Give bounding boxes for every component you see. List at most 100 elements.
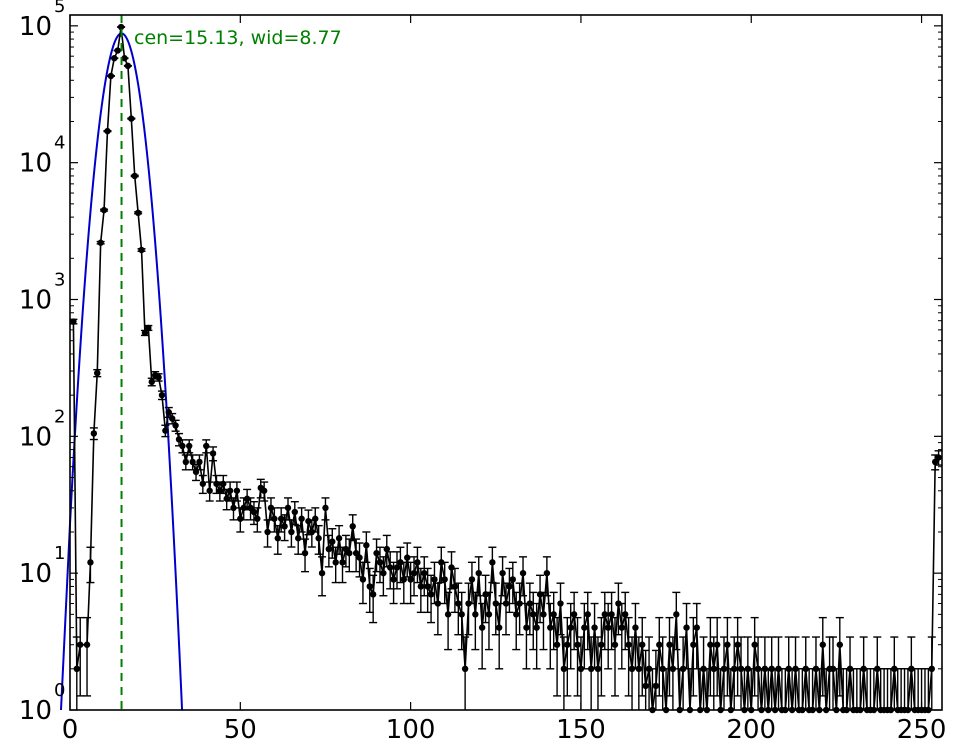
data-point: [836, 641, 844, 648]
data-point: [97, 239, 104, 246]
data-point: [550, 611, 557, 618]
data-point: [792, 665, 799, 673]
data-point: [216, 487, 224, 494]
data-point: [751, 641, 758, 648]
data-point: [349, 523, 356, 530]
data-point: [352, 549, 360, 557]
error-bar: [563, 616, 572, 697]
data-point: [233, 487, 241, 494]
data-point: [553, 641, 561, 648]
data-point: [860, 665, 867, 673]
data-point: [475, 569, 482, 577]
data-point: [775, 665, 782, 673]
data-point: [124, 62, 132, 70]
data-point: [451, 583, 459, 590]
data-point: [189, 458, 196, 466]
data-point: [213, 480, 220, 487]
error-bar: [604, 602, 613, 670]
data-point: [540, 611, 547, 618]
data-point: [455, 600, 462, 607]
data-point: [560, 665, 568, 673]
data-point: [731, 665, 738, 673]
data-point: [492, 600, 499, 607]
error-bar: [389, 561, 398, 605]
data-point: [427, 591, 435, 598]
fit-annotation: cen=15.13, wid=8.77: [134, 27, 342, 49]
data-point: [461, 665, 469, 673]
data-point: [138, 246, 145, 254]
data-point: [846, 665, 854, 673]
data-point: [421, 569, 428, 577]
data-point: [141, 329, 149, 337]
data-point: [628, 665, 636, 673]
error-bar: [559, 636, 568, 710]
y-tick-label: 10: [19, 12, 52, 42]
data-point: [615, 600, 622, 607]
data-point: [679, 665, 687, 673]
data-point: [393, 564, 401, 571]
data-point: [134, 209, 142, 217]
data-point: [288, 528, 295, 536]
y-tick-label: 10: [19, 286, 52, 316]
data-point: [584, 611, 591, 618]
data-point: [104, 127, 111, 135]
data-point: [489, 559, 496, 566]
data-point: [329, 538, 336, 545]
data-point: [928, 665, 935, 673]
data-point: [720, 665, 728, 673]
gaussian-fit-curve: [60, 32, 184, 711]
data-point: [186, 442, 193, 450]
data-point: [635, 665, 643, 673]
data-point: [226, 487, 234, 494]
data-point: [315, 535, 322, 542]
data-point: [281, 523, 288, 530]
data-point: [424, 583, 431, 590]
data-point: [70, 318, 77, 325]
data-point: [148, 378, 155, 386]
data-point: [168, 415, 176, 422]
data-point: [669, 665, 677, 673]
x-tick-label: 0: [62, 715, 79, 745]
data-point: [785, 665, 792, 673]
data-point: [230, 504, 237, 512]
data-point: [209, 450, 217, 457]
data-point: [611, 641, 619, 648]
data-point: [366, 583, 373, 590]
data-point: [465, 600, 472, 607]
data-point: [271, 515, 278, 522]
data-point: [495, 624, 503, 631]
data-point: [179, 442, 186, 450]
data-point: [519, 569, 527, 577]
data-point: [182, 458, 190, 466]
y-tick-label: 10: [19, 422, 52, 452]
data-point: [223, 495, 230, 502]
data-point: [220, 480, 227, 487]
data-point: [564, 641, 571, 648]
data-point: [734, 641, 741, 648]
data-point: [707, 641, 714, 648]
data-point: [673, 611, 680, 618]
data-point: [243, 495, 251, 502]
data-point: [931, 458, 939, 466]
data-point: [666, 641, 673, 648]
error-bar: [427, 574, 436, 624]
data-point: [604, 624, 612, 631]
data-point: [250, 508, 258, 516]
data-point: [482, 591, 489, 598]
y-tick-label: 10: [19, 559, 52, 589]
data-point: [645, 665, 653, 673]
data-point: [192, 468, 200, 476]
data-point: [570, 611, 578, 618]
data-point: [117, 23, 125, 31]
data-point: [397, 559, 404, 566]
data-point: [301, 549, 309, 557]
data-point: [536, 591, 544, 598]
data-point: [264, 528, 271, 536]
data-point: [472, 611, 479, 618]
data-point: [277, 515, 285, 522]
error-bar: [638, 616, 647, 697]
data-point: [410, 569, 418, 577]
data-point: [598, 641, 605, 648]
data-point: [196, 458, 203, 466]
data-point: [485, 611, 493, 618]
